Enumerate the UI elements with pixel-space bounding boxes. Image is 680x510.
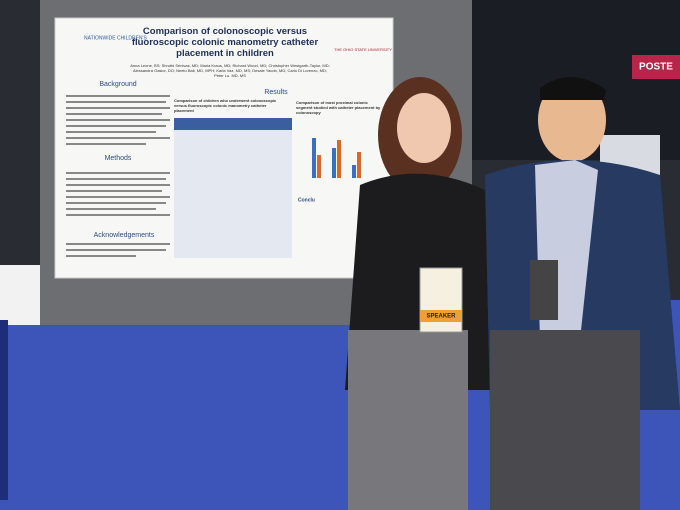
sign-panel <box>632 55 680 79</box>
section-heading: Background <box>99 81 136 88</box>
chart-title-box: Comparison of most proximal colonic segm… <box>296 100 381 115</box>
logo: NATIONWIDE CHILDREN'S <box>84 35 147 41</box>
authors-box: Anna Leone, BS; Shruthi Srinivas, MD; Ma… <box>130 63 330 77</box>
sign-text: POSTE <box>639 62 673 73</box>
section-heading: Acknowledgements <box>94 232 155 239</box>
poster-title-box: Comparison of colonoscopic versus fluoro… <box>131 26 319 59</box>
poster-title: Comparison of colonoscopic versus fluoro… <box>131 26 319 59</box>
mini-chart <box>312 138 361 178</box>
section-heading: Conclu <box>298 197 315 203</box>
table-title: Comparison of children who underwent col… <box>174 98 277 113</box>
person-left: SPEAKER <box>345 77 490 510</box>
table-header <box>174 118 292 130</box>
authors: Anna Leone, BS; Shruthi Srinivas, MD; Ma… <box>130 63 330 77</box>
table-body <box>174 130 292 258</box>
table-title-box: Comparison of children who underwent col… <box>174 98 277 113</box>
university: THE OHIO STATE UNIVERSITY <box>334 47 392 52</box>
chart-title: Comparison of most proximal colonic segm… <box>296 100 381 115</box>
person-right <box>485 76 680 510</box>
section-heading: Results <box>264 89 288 96</box>
badge-text: SPEAKER <box>426 314 456 320</box>
body-text <box>66 95 170 257</box>
side-sign <box>0 265 40 325</box>
section-heading: Methods <box>105 155 132 162</box>
easel <box>0 320 8 500</box>
